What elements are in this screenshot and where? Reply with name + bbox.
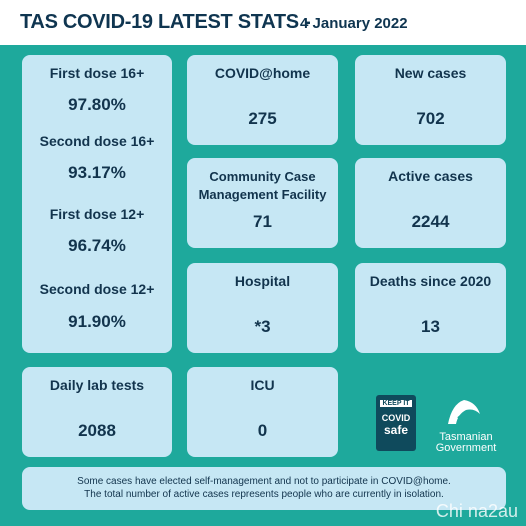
label: Second dose 12+ (39, 281, 155, 297)
government-logo: Tasmanian Government (428, 432, 504, 454)
value: 2244 (411, 212, 450, 231)
gov-line: Government (435, 442, 497, 454)
footer: Some cases have elected self-management … (22, 467, 506, 510)
footer-line: The total number of active cases represe… (84, 489, 444, 500)
label: COVID@home (214, 65, 311, 81)
label: Second dose 16+ (39, 133, 155, 149)
gov-line: Tasmanian (439, 431, 493, 443)
emblem-shape (448, 400, 480, 424)
date: 4 January 2022 (300, 15, 408, 32)
value: 97.80% (68, 95, 126, 114)
label: Deaths since 2020 (369, 273, 492, 289)
value: 91.90% (68, 312, 126, 331)
tile: Deaths since 2020 13 (355, 263, 506, 353)
tile: Hospital *3 (187, 263, 338, 353)
value: 71 (253, 212, 272, 231)
label: First dose 16+ (49, 65, 145, 81)
value: 702 (416, 109, 445, 128)
value: 0 (257, 421, 268, 440)
tile: Community Case Management Facility 71 (187, 158, 338, 248)
header: TAS COVID-19 LATEST STATS - 4 January 20… (0, 0, 526, 45)
value: 13 (421, 317, 440, 336)
badge-bottom: safe (383, 423, 409, 437)
vaccination-box: First dose 16+ 97.80% Second dose 16+ 93… (22, 55, 172, 353)
value: 93.17% (68, 163, 126, 182)
badge-top: KEEP IT (380, 400, 412, 407)
label: Active cases (388, 168, 473, 184)
tile: Daily lab tests 2088 (22, 367, 172, 457)
value: 275 (248, 109, 277, 128)
footer-line: Some cases have elected self-management … (77, 476, 451, 487)
government-emblem (448, 400, 480, 424)
label: ICU (250, 377, 275, 393)
label: First dose 12+ (49, 206, 145, 222)
emblem-stripe (457, 413, 475, 419)
tile: New cases 702 (355, 55, 506, 145)
badge-middle: COVID (381, 413, 411, 423)
value: *3 (254, 317, 271, 336)
label: New cases (394, 65, 467, 81)
value: 96.74% (68, 236, 126, 255)
tile: COVID@home 275 (187, 55, 338, 145)
label: Hospital (234, 273, 291, 289)
tile: ICU 0 (187, 367, 338, 457)
covid-safe-badge: KEEP IT COVID safe (376, 395, 416, 451)
label: Daily lab tests (49, 377, 145, 393)
tile: Active cases 2244 (355, 158, 506, 248)
title: TAS COVID-19 LATEST STATS - (20, 11, 311, 33)
value: 2088 (78, 421, 116, 440)
watermark: Chi na2au (435, 501, 518, 521)
label: Community Case Management Facility (198, 169, 327, 202)
